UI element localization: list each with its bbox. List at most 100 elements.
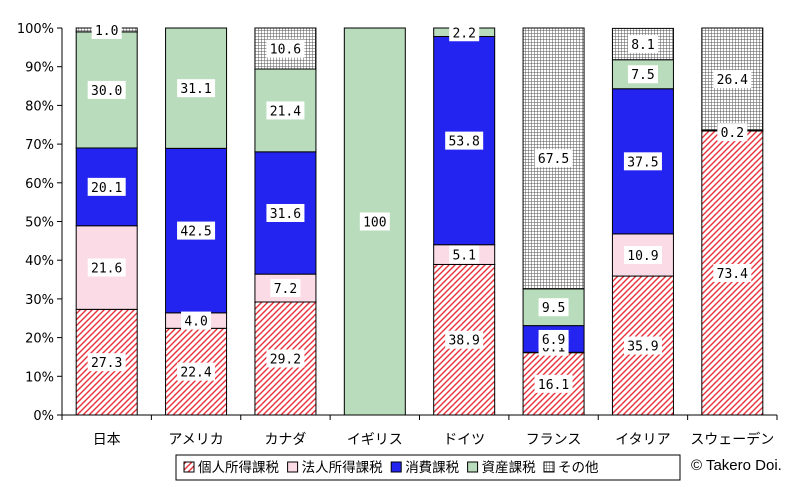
y-tick-label: 100% bbox=[17, 22, 54, 37]
legend-box bbox=[175, 454, 681, 481]
data-label-bg bbox=[449, 23, 480, 42]
data-label-bg bbox=[87, 258, 126, 277]
data-label: 10.6 bbox=[270, 43, 301, 58]
data-label: 4.0 bbox=[184, 315, 207, 330]
data-label: 27.3 bbox=[91, 356, 122, 371]
data-label-bg bbox=[266, 101, 305, 120]
data-label: 0.2 bbox=[721, 126, 744, 141]
data-label-bg bbox=[717, 123, 748, 142]
data-label: 42.5 bbox=[180, 225, 211, 240]
data-label-bg bbox=[538, 298, 569, 317]
axes: 0% 10% 20% 30% 40% 50% 60% 70% 80% 90% 100% bbox=[17, 22, 778, 424]
data-label: 29.2 bbox=[270, 352, 301, 367]
data-label: 2.2 bbox=[452, 26, 475, 41]
data-label-bg bbox=[359, 212, 390, 231]
data-label-bg bbox=[266, 349, 305, 368]
data-label: 1.0 bbox=[95, 24, 118, 39]
y-tick-label: 50% bbox=[25, 216, 54, 231]
data-label-bg bbox=[534, 374, 573, 393]
data-label: 38.9 bbox=[449, 334, 480, 349]
data-label: 26.4 bbox=[717, 73, 748, 88]
y-tick-label: 10% bbox=[25, 370, 54, 385]
data-label-bg bbox=[538, 329, 569, 348]
data-label-bg bbox=[623, 245, 662, 264]
data-label-bg bbox=[445, 131, 484, 150]
data-label: 6.9 bbox=[542, 333, 565, 348]
data-label: 22.4 bbox=[180, 366, 211, 381]
category-label: フランス bbox=[526, 432, 582, 448]
legend-swatch bbox=[390, 461, 402, 473]
data-label: 53.8 bbox=[449, 135, 480, 150]
data-label-bg bbox=[534, 149, 573, 168]
data-label: 21.4 bbox=[270, 104, 301, 119]
data-label: 10.9 bbox=[627, 249, 658, 264]
category-label: スウェーデン bbox=[690, 431, 774, 448]
data-label: 7.2 bbox=[274, 282, 297, 297]
category-label: アメリカ bbox=[168, 432, 223, 448]
data-label-bg bbox=[713, 263, 752, 282]
legend-swatch bbox=[287, 461, 299, 473]
data-label-bg bbox=[87, 80, 126, 99]
data-labels: 27.3 21.6 20.1 30.0 1.0 22.4 4.0 42.5 31.1 29.2 7.… bbox=[87, 21, 752, 393]
legend-label: 法人所得課税 bbox=[302, 459, 383, 476]
legend: 個人所得課税 法人所得課税 消費課税 資産課税 その他 bbox=[175, 454, 681, 481]
data-label: 30.0 bbox=[91, 84, 122, 99]
category-labels: 日本 アメリカ カナダ イギリス ドイツ フランス イタリア スウェーデン bbox=[93, 431, 775, 448]
data-label: 16.1 bbox=[538, 378, 569, 393]
y-tick-label: 0% bbox=[33, 409, 54, 424]
y-tick-label: 90% bbox=[25, 61, 54, 76]
y-tick-label: 20% bbox=[25, 332, 54, 347]
data-label-bg bbox=[270, 279, 301, 298]
data-label-bg bbox=[623, 336, 662, 355]
data-label-bg bbox=[181, 311, 212, 330]
data-label-bg bbox=[87, 353, 126, 372]
data-label-bg bbox=[449, 245, 480, 264]
legend-label: 個人所得課税 bbox=[198, 459, 279, 476]
data-label-bg bbox=[627, 35, 658, 54]
bars bbox=[75, 27, 764, 416]
bar-segment bbox=[254, 151, 317, 275]
category-label: 日本 bbox=[93, 432, 121, 448]
data-label: 31.6 bbox=[270, 207, 301, 222]
data-label: 5.1 bbox=[452, 249, 475, 264]
legend-swatch bbox=[467, 461, 479, 473]
y-tick-label: 80% bbox=[25, 99, 54, 114]
data-label-bg bbox=[91, 21, 122, 39]
legend-label: その他 bbox=[558, 460, 599, 476]
data-label-bg bbox=[177, 79, 216, 98]
data-label-bg bbox=[266, 203, 305, 222]
data-label-bg bbox=[87, 177, 126, 196]
data-label: 35.9 bbox=[627, 340, 658, 355]
data-label: 100 bbox=[363, 216, 386, 231]
data-label: 7.5 bbox=[631, 68, 654, 83]
legend-label: 資産課税 bbox=[482, 460, 536, 476]
data-label-bg bbox=[713, 70, 752, 89]
data-label-bg bbox=[627, 65, 658, 84]
data-label-bg bbox=[177, 221, 216, 240]
data-label: 37.5 bbox=[627, 155, 658, 170]
data-label: 9.5 bbox=[542, 301, 565, 316]
y-tick-label: 40% bbox=[25, 254, 54, 269]
data-label: 31.1 bbox=[180, 82, 211, 97]
category-label: カナダ bbox=[264, 432, 306, 448]
data-label: 8.1 bbox=[631, 38, 654, 53]
category-label: イタリア bbox=[615, 432, 670, 448]
data-label-bg bbox=[623, 152, 662, 171]
data-label: 21.6 bbox=[91, 262, 122, 277]
copyright-text: © Takero Doi. bbox=[691, 457, 782, 474]
data-label: 73.4 bbox=[717, 267, 748, 282]
data-label-bg bbox=[177, 362, 216, 381]
data-label-bg bbox=[445, 330, 484, 349]
legend-label: 消費課税 bbox=[405, 460, 459, 476]
data-label-bg bbox=[266, 39, 305, 58]
data-label: 20.1 bbox=[91, 181, 122, 196]
category-label: イギリス bbox=[347, 432, 403, 448]
bar-segment bbox=[611, 275, 674, 416]
data-label: 67.5 bbox=[538, 152, 569, 167]
legend-swatch bbox=[183, 461, 195, 473]
y-tick-label: 30% bbox=[25, 293, 54, 308]
legend-swatch bbox=[543, 461, 555, 473]
category-label: ドイツ bbox=[443, 432, 485, 448]
y-tick-label: 60% bbox=[25, 177, 54, 192]
y-tick-label: 70% bbox=[25, 138, 54, 153]
